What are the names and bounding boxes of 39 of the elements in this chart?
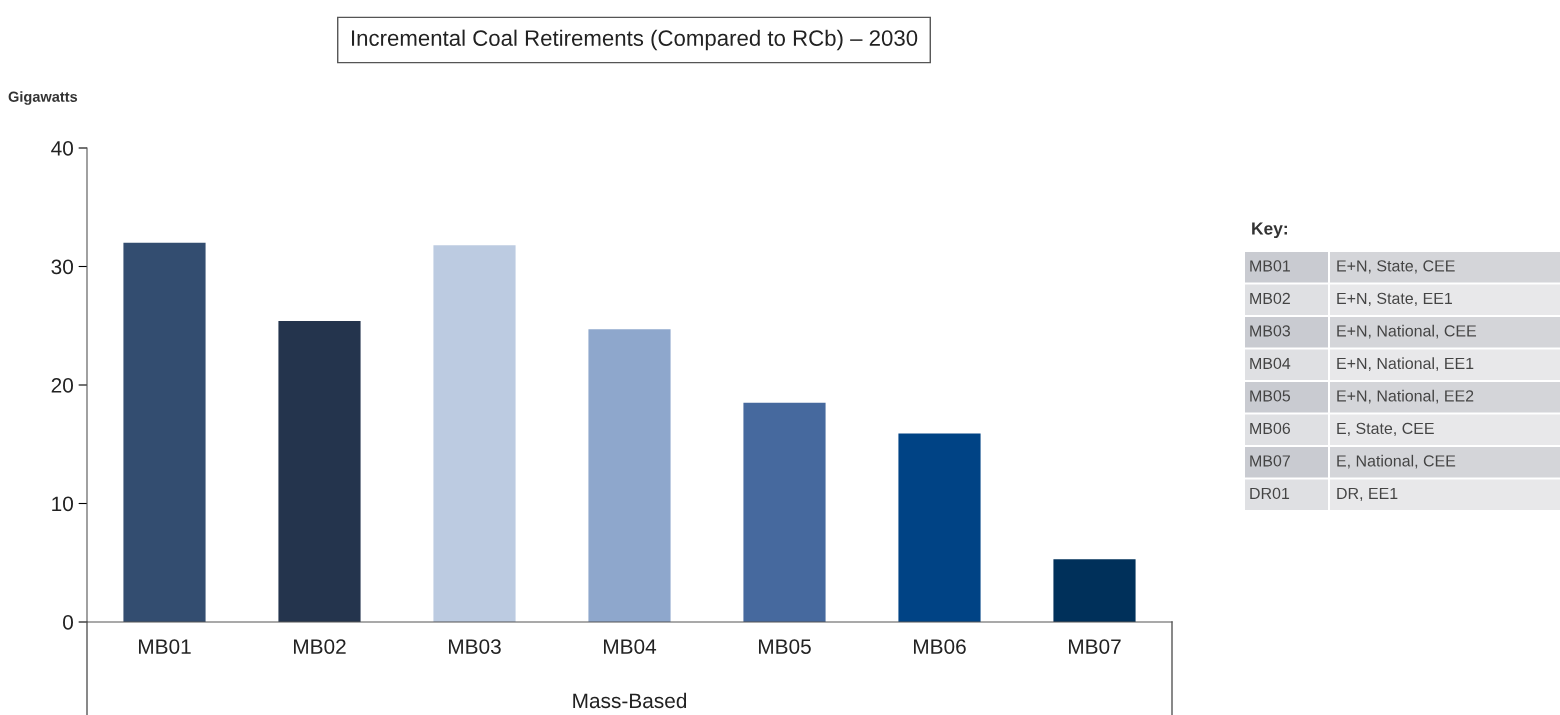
text: DR01 (1250, 487, 1290, 500)
text: MB07 (1250, 455, 1290, 467)
text: MB03 (1250, 325, 1291, 337)
text: E+N, State, CEE (1337, 260, 1455, 274)
bar (433, 245, 516, 622)
bar (278, 321, 361, 622)
bar (588, 329, 671, 622)
chart-title: Incremental Coal Retirements (Compared to RCb) – 2030 (351, 29, 918, 51)
text: E, National, CEE (1337, 454, 1456, 469)
text: MB04 (1250, 357, 1291, 370)
text: MB05 (1250, 390, 1291, 402)
x-tick-label: MB03 (449, 639, 501, 654)
text: MB01 (1250, 260, 1290, 272)
text: E+N, National, EE2 (1337, 389, 1474, 404)
bar (898, 433, 981, 622)
text: MB06 (1250, 422, 1291, 435)
bar (743, 402, 826, 622)
x-tick-label: MB02 (294, 639, 346, 654)
text: DR, EE1 (1337, 487, 1398, 501)
x-tick-label: MB05 (759, 639, 811, 654)
text: E+N, National, EE1 (1337, 357, 1474, 371)
text: E+N, State, EE1 (1337, 292, 1452, 306)
x-tick-label: MB04 (604, 639, 657, 654)
text: Key: (1252, 222, 1287, 239)
y-tick-label: 20 (51, 378, 73, 393)
y-tick-label: 0 (63, 615, 73, 630)
x-tick-label: MB07 (1069, 639, 1121, 654)
text: E, State, CEE (1337, 422, 1434, 436)
x-tick-label: MB01 (139, 639, 191, 654)
text: E+N, National, CEE (1337, 324, 1477, 339)
x-axis-title: Mass-Based (573, 692, 687, 709)
bar (123, 242, 206, 622)
y-tick-label: 10 (52, 496, 73, 512)
text: MB02 (1250, 292, 1290, 305)
y-tick-label: 40 (51, 141, 73, 156)
y-tick-label: 30 (51, 259, 73, 275)
x-tick-label: MB06 (914, 639, 966, 654)
y-axis-title: Gigawatts (8, 91, 78, 105)
bar (1053, 559, 1136, 622)
